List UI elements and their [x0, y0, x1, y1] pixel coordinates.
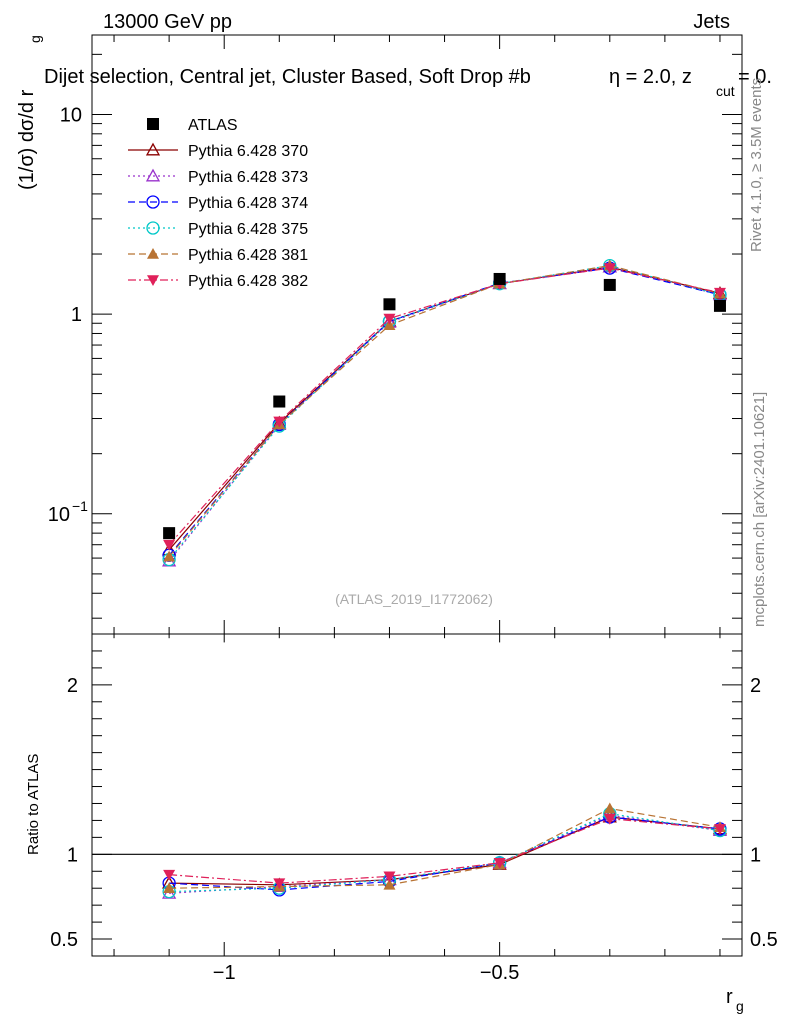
series-6-point — [713, 287, 726, 299]
ratio-y-axis-label: Ratio to ATLAS — [25, 754, 42, 855]
series-3-line — [168, 267, 721, 556]
legend-label: Pythia 6.428 381 — [188, 247, 308, 264]
series-6-point — [273, 416, 286, 428]
x-axis-label: r — [726, 986, 733, 1008]
legend-label: Pythia 6.428 374 — [188, 195, 308, 212]
legend-marker — [147, 118, 159, 130]
plot-title-main: Dijet selection, Central jet, Cluster Ba… — [44, 66, 531, 88]
y-tick-label: 10 — [48, 504, 70, 526]
ratio-tick-label: 2 — [67, 675, 78, 697]
series-0-point — [383, 298, 396, 311]
legend-marker — [145, 168, 161, 182]
series-5-ratio-point — [603, 802, 616, 814]
series-6-line — [168, 267, 721, 546]
y-tick-label-exponent: −1 — [72, 498, 88, 514]
legend-label: Pythia 6.428 382 — [188, 273, 308, 290]
series-6-ratio-point — [493, 857, 506, 869]
ratio-tick-label: 0.5 — [50, 929, 78, 951]
legend-label: ATLAS — [188, 117, 238, 134]
series-2-line — [168, 266, 721, 562]
series-6-point — [383, 313, 396, 325]
series-0-point — [603, 278, 616, 291]
series-6-ratio-point — [603, 813, 616, 825]
series-3-ratio-line — [169, 816, 721, 891]
svg-text:g: g — [27, 35, 43, 43]
series-5-ratio-line — [169, 807, 721, 889]
series-4-line — [168, 264, 721, 560]
ratio-tick-label-right: 2 — [750, 675, 761, 697]
y-axis-label-subscript: g — [27, 35, 43, 43]
legend-marker — [147, 248, 159, 259]
plot-title-eta: η = 2.0, z — [609, 66, 692, 88]
ratio-tick-label: 1 — [67, 844, 78, 866]
y-tick-label: 10 — [60, 104, 82, 126]
header-energy-label: 13000 GeV pp — [103, 11, 232, 33]
mcplots-credit: mcplots.cern.ch [arXiv:2401.10621] — [751, 392, 768, 627]
svg-text:Ratio to ATLAS: Ratio to ATLAS — [25, 754, 42, 855]
ratio-tick-label-right: 0.5 — [750, 929, 778, 951]
series-5-ratio-point — [383, 878, 396, 890]
series-5-ratio-point — [163, 882, 176, 894]
y-tick-label: 1 — [71, 304, 82, 326]
series-0-point — [713, 299, 726, 312]
series-6-point — [603, 263, 616, 275]
legend-label: Pythia 6.428 373 — [188, 169, 308, 186]
svg-text:mcplots.cern.ch [arXiv:2401.10: mcplots.cern.ch [arXiv:2401.10621] — [751, 392, 768, 627]
svg-text:Rivet 4.1.0, ≥ 3.5M events: Rivet 4.1.0, ≥ 3.5M events — [748, 78, 765, 252]
series-1-line — [168, 266, 721, 551]
series-6-ratio-point — [713, 824, 726, 835]
plot-title-end: = 0. — [738, 66, 772, 88]
series-0-point — [273, 395, 286, 408]
series-4-ratio-line — [169, 813, 721, 893]
analysis-id-watermark: (ATLAS_2019_I1772062) — [335, 591, 493, 607]
y-axis-label: (1/σ) dσ/d r — [16, 89, 38, 190]
x-tick-label: −1 — [213, 962, 236, 984]
series-6-ratio-line — [169, 818, 721, 884]
series-6-ratio-point — [163, 869, 176, 881]
plot-title-sub: cut — [716, 83, 735, 99]
series-6-ratio-point — [383, 871, 396, 883]
series-0-point — [493, 272, 506, 285]
main-series-layer — [162, 258, 728, 567]
x-tick-label: −0.5 — [480, 962, 519, 984]
series-0-point — [163, 527, 176, 540]
legend-marker — [146, 195, 160, 209]
ratio-plot-frame — [91, 633, 743, 957]
legend-marker — [146, 221, 160, 235]
legend-label: Pythia 6.428 370 — [188, 143, 308, 160]
plot-title: Dijet selection, Central jet, Cluster Ba… — [44, 66, 531, 88]
x-axis-label-subscript: g — [736, 998, 744, 1014]
legend: ATLAS Pythia 6.428 370 Pythia 6.428 373 Pyt… — [128, 117, 308, 290]
ratio-tick-label-right: 1 — [750, 844, 761, 866]
rivet-version-note: Rivet 4.1.0, ≥ 3.5M events — [748, 78, 765, 252]
ratio-series-layer — [162, 802, 728, 899]
series-6-ratio-point — [273, 878, 286, 890]
legend-marker — [147, 275, 159, 286]
legend-label: Pythia 6.428 375 — [188, 221, 308, 238]
y-axis-label-main: (1/σ) dσ/d r — [16, 89, 38, 190]
legend-marker — [145, 142, 161, 156]
series-5-line — [168, 264, 721, 558]
series-6-point — [163, 539, 176, 551]
header-process-label: Jets — [693, 11, 730, 33]
series-5-point — [383, 319, 396, 331]
series-5-point — [163, 550, 176, 562]
